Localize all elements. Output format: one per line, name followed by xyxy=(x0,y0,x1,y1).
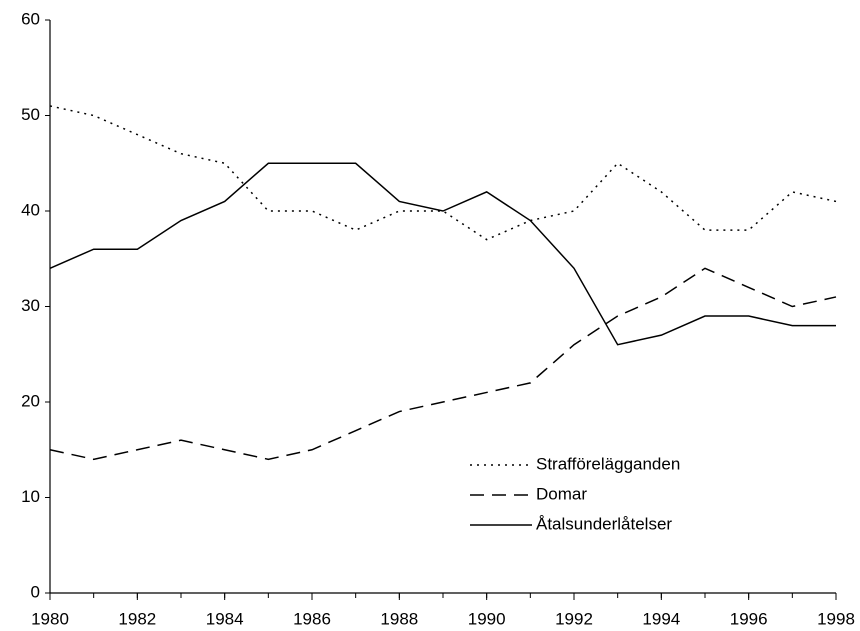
x-tick-label: 1990 xyxy=(468,609,506,628)
x-tick-label: 1980 xyxy=(31,609,69,628)
y-tick-label: 0 xyxy=(31,582,40,601)
y-tick-label: 30 xyxy=(21,296,40,315)
x-tick-label: 1998 xyxy=(817,609,855,628)
x-tick-label: 1994 xyxy=(642,609,680,628)
series-line xyxy=(49,162,836,346)
x-tick-label: 1982 xyxy=(118,609,156,628)
legend-label: Strafförelägganden xyxy=(536,454,680,473)
y-tick-label: 60 xyxy=(21,9,40,28)
x-tick-label: 1986 xyxy=(293,609,331,628)
legend-label: Domar xyxy=(536,484,587,503)
y-tick-label: 50 xyxy=(21,105,40,124)
x-tick-label: 1992 xyxy=(555,609,593,628)
series-line xyxy=(49,267,837,461)
x-tick-label: 1984 xyxy=(206,609,244,628)
x-tick-label: 1988 xyxy=(380,609,418,628)
legend-label: Åtalsunderlåtelser xyxy=(536,514,672,533)
x-tick-label: 1996 xyxy=(730,609,768,628)
y-tick-label: 10 xyxy=(21,487,40,506)
y-tick-label: 20 xyxy=(21,391,40,410)
series-line xyxy=(49,105,837,241)
y-tick-label: 40 xyxy=(21,200,40,219)
